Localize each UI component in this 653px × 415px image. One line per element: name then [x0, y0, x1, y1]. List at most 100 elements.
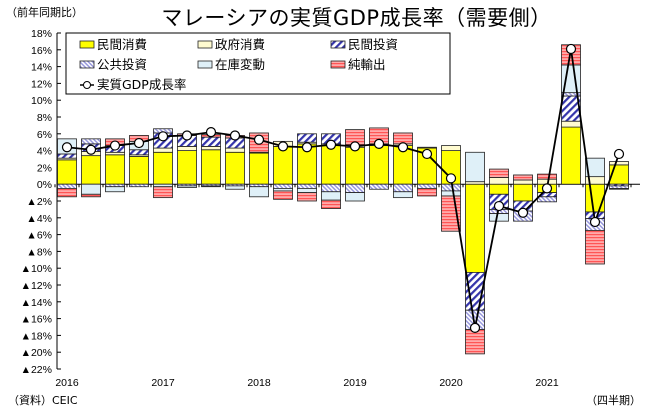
x-year-label: 2020: [439, 377, 463, 389]
bar-segment-inventory-change: [201, 185, 221, 188]
bar-segment-private-consumption: [57, 159, 77, 185]
gdp-growth-point: [565, 43, 577, 55]
gdp-growth-point: [397, 142, 409, 153]
bar-segment-inventory-change: [345, 192, 365, 202]
gdp-growth-point: [493, 200, 505, 212]
y-tick-label: 16%: [31, 45, 52, 57]
bar-segment-net-exports: [273, 190, 293, 200]
y-tick-label: ▲6%: [26, 230, 52, 242]
x-year-label: 2016: [55, 377, 79, 389]
bar-segment-private-investment: [129, 149, 149, 156]
bar-segment-private-consumption: [153, 151, 173, 185]
legend-label-inventory-change: 在庫変動: [215, 57, 265, 72]
gdp-growth-point: [181, 130, 193, 141]
y-tick-label: ▲20%: [21, 347, 52, 359]
legend-label-private-consumption: 民間消費: [97, 37, 147, 52]
bar-stack: [417, 146, 437, 197]
legend-label-net-exports: 純輸出: [348, 57, 386, 72]
y-tick-label: 4%: [37, 146, 52, 158]
bar-segment-inventory-change: [609, 187, 629, 190]
legend-swatch-public-investment: [79, 60, 95, 69]
y-tick-label: ▲14%: [21, 297, 52, 309]
bar-segment-inventory-change: [489, 213, 509, 222]
y-tick-label: 2%: [37, 162, 52, 174]
y-tick-label: 0%: [37, 179, 52, 191]
bar-segment-public-investment: [417, 183, 437, 189]
bar-segment-government-consumption: [489, 177, 509, 185]
legend-swatch-marker: [83, 81, 91, 89]
gdp-growth-point: [109, 140, 121, 151]
bar-segment-private-consumption: [561, 126, 581, 185]
gdp-growth-point: [133, 137, 145, 149]
bar-segment-private-consumption: [81, 155, 101, 185]
bar-segment-government-consumption: [225, 147, 245, 153]
bar-segment-private-investment: [201, 136, 221, 147]
gdp-growth-point: [253, 134, 265, 145]
bar-segment-inventory-change: [249, 186, 269, 198]
bar-segment-public-investment: [441, 183, 461, 192]
x-year-label: 2017: [151, 377, 175, 389]
bar-segment-private-consumption: [345, 146, 365, 185]
source-note: （資料）CEIC: [8, 394, 78, 407]
bar-stack: [201, 134, 221, 188]
gdp-growth-point: [613, 148, 625, 160]
x-year-label: 2019: [343, 377, 367, 389]
legend-swatch-private-consumption: [79, 40, 95, 49]
bar-segment-private-consumption: [273, 145, 293, 185]
gdp-growth-point: [157, 131, 169, 142]
bar-segment-private-consumption: [321, 145, 341, 185]
bar-segment-private-consumption: [225, 151, 245, 185]
bar-stack: [561, 44, 581, 185]
bar-segment-government-consumption: [153, 147, 173, 153]
bar-segment-inventory-change: [105, 186, 125, 193]
y-tick-label: 8%: [37, 112, 52, 124]
y-tick-label: ▲10%: [21, 263, 52, 275]
bar-segment-public-investment: [57, 183, 77, 189]
bar-segment-private-consumption: [249, 152, 269, 185]
gdp-growth-point: [589, 216, 601, 228]
bar-segment-net-exports: [57, 187, 77, 198]
bar-segment-net-exports: [81, 193, 101, 198]
bar-segment-net-exports: [585, 229, 605, 265]
gdp-growth-point: [277, 141, 289, 152]
bar-segment-private-consumption: [513, 183, 533, 202]
legend-label-government-consumption: 政府消費: [215, 37, 265, 52]
bar-segment-public-investment: [537, 196, 557, 203]
bar-segment-private-investment: [297, 133, 317, 143]
bar-segment-public-investment: [129, 183, 149, 188]
gdp-growth-point: [445, 173, 457, 184]
bar-segment-private-consumption: [465, 183, 485, 273]
gdp-growth-point: [85, 144, 97, 155]
bar-segment-government-consumption: [561, 120, 581, 128]
bar-segment-net-exports: [489, 168, 509, 178]
bar-segment-inventory-change: [465, 151, 485, 183]
gdp-growth-point: [61, 142, 73, 153]
bar-segment-net-exports: [153, 186, 173, 199]
bar-segment-private-consumption: [489, 183, 509, 195]
bar-segment-public-investment: [369, 183, 389, 190]
bar-segment-government-consumption: [609, 161, 629, 166]
gdp-growth-point: [517, 207, 529, 218]
y-tick-label: 6%: [37, 129, 52, 141]
bar-segment-private-consumption: [129, 156, 149, 185]
y-tick-label: 12%: [31, 78, 52, 90]
gdp-growth-point: [349, 141, 361, 152]
gdp-growth-point: [205, 127, 217, 138]
y-tick-label: ▲4%: [26, 213, 52, 225]
legend-swatch-private-investment: [330, 40, 346, 49]
bar-segment-inventory-change: [177, 185, 197, 188]
bar-segment-net-exports: [537, 173, 557, 180]
y-tick-label: 18%: [31, 28, 52, 40]
gdp-growth-point: [229, 130, 241, 141]
bar-segment-net-exports: [465, 329, 485, 355]
bar-segment-government-consumption: [441, 145, 461, 151]
bar-segment-government-consumption: [201, 145, 221, 151]
bar-segment-inventory-change: [321, 191, 341, 201]
bar-stack: [225, 135, 245, 190]
gdp-growth-point: [541, 183, 553, 194]
y-tick-label: ▲8%: [26, 246, 52, 258]
legend-swatch-net-exports: [330, 60, 346, 69]
x-year-label: 2018: [247, 377, 271, 389]
